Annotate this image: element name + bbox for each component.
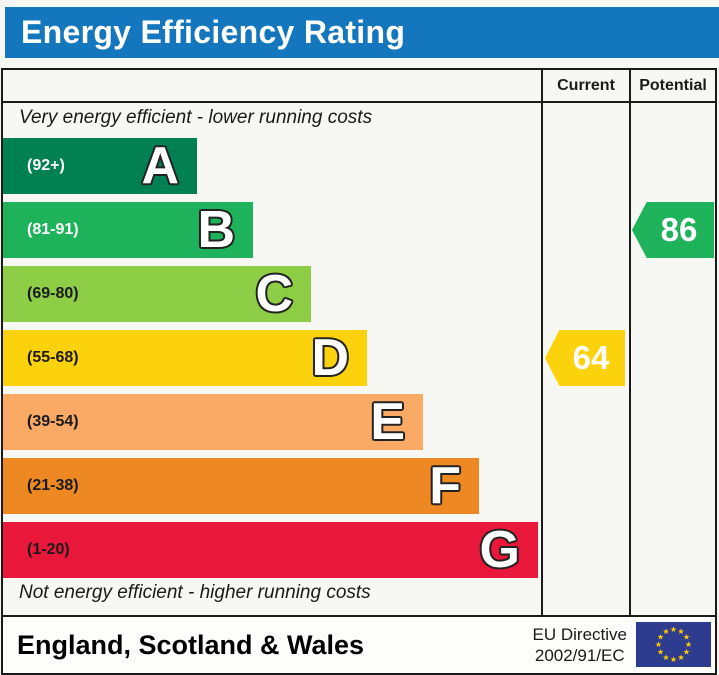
eu-directive-line2: 2002/91/EC [534,646,625,665]
rating-band-a: (92+) A [3,138,197,194]
band-letter: D [311,329,349,387]
caption-very-efficient: Very energy efficient - lower running co… [19,107,373,128]
current-rating-value: 64 [572,339,610,376]
rating-band-e: (39-54) E [3,394,423,450]
eu-directive-line1: EU Directive [532,625,627,644]
band-range-label: (39-54) [27,413,79,430]
current-rating-marker: 64 [545,330,625,386]
band-range-label: (81-91) [27,221,79,238]
rating-band-b: (81-91) B [3,202,253,258]
region-label: England, Scotland & Wales [17,629,365,660]
band-range-label: (55-68) [27,349,79,366]
band-letter: B [197,201,235,259]
eu-flag-icon [636,622,711,667]
band-range-label: (21-38) [27,477,79,494]
rating-band-f: (21-38) F [3,458,479,514]
column-header-potential: Potential [639,76,707,94]
chart-title-bar: Energy Efficiency Rating [5,7,719,58]
potential-rating-marker: 86 [632,202,714,258]
band-letter: E [370,393,405,451]
column-header-current: Current [557,76,615,94]
potential-rating-value: 86 [660,211,698,248]
band-letter: G [479,521,520,579]
band-letter: F [429,457,461,515]
potential-column-divider [629,70,631,615]
chart-title: Energy Efficiency Rating [21,14,406,50]
rating-band-d: (55-68) D [3,330,367,386]
eu-directive-label: EU Directive 2002/91/EC [533,624,627,666]
header-underline [3,101,715,103]
caption-not-efficient: Not energy efficient - higher running co… [19,582,371,603]
band-range-label: (69-80) [27,285,79,302]
rating-band-c: (69-80) C [3,266,311,322]
band-range-label: (92+) [27,157,65,174]
band-letter: C [255,265,293,323]
rating-band-g: (1-20) G [3,522,538,578]
current-column-divider [541,70,543,615]
band-range-label: (1-20) [27,541,70,558]
band-letter: A [141,137,179,195]
rating-table: Current Potential Very energy efficient … [1,68,717,617]
footer-bar: England, Scotland & Wales EU Directive 2… [1,615,717,675]
